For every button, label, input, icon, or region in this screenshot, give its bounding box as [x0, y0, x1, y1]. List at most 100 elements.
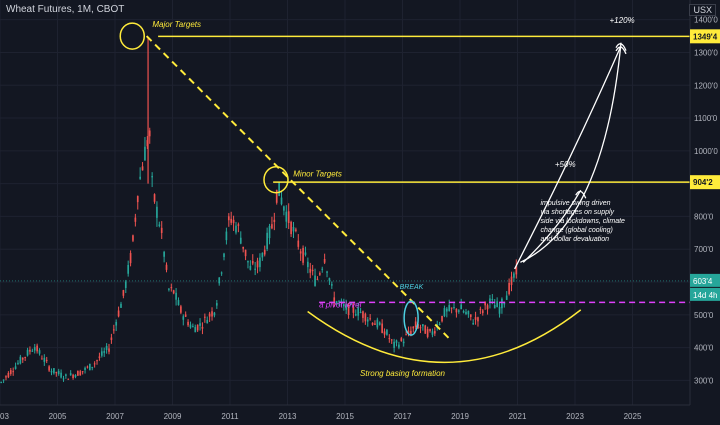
candle-body — [342, 304, 345, 307]
x-tick-label: 2017 — [394, 412, 412, 421]
candle-body — [112, 329, 115, 331]
candle-body — [472, 322, 475, 325]
candle-body — [338, 301, 340, 303]
candle-body — [462, 311, 465, 313]
candle-body — [24, 357, 26, 359]
candle-body — [273, 219, 276, 223]
projection-arrow-head — [615, 46, 627, 55]
candle-body — [29, 349, 31, 352]
candle-body — [192, 326, 194, 328]
candle-body — [445, 308, 448, 312]
candle-body — [364, 313, 367, 322]
candle-body — [407, 330, 410, 335]
candle-body — [503, 302, 506, 305]
candle-body — [374, 323, 376, 325]
candle-body — [62, 378, 65, 380]
candle-body — [510, 276, 513, 285]
candle-body — [50, 371, 53, 373]
candle-body — [323, 259, 326, 263]
candle-body — [14, 366, 17, 369]
candle-body — [129, 253, 132, 264]
candle-body — [132, 235, 134, 241]
last-price-label: 603'4 — [693, 277, 713, 286]
candle-body — [57, 370, 60, 375]
candle-body — [414, 321, 417, 328]
candle-body — [398, 344, 400, 348]
time-axis[interactable]: 2003 2005 2007 2009 2011 2013 2015 2017 2019 2021… — [0, 404, 690, 421]
candle-body — [139, 176, 141, 179]
symbol-title[interactable]: Wheat Futures, 1M, CBOT — [6, 4, 125, 15]
candle-body — [180, 306, 182, 313]
candle-body — [74, 374, 77, 378]
candle-body — [36, 345, 38, 352]
candle-body — [235, 225, 237, 233]
currency-badge[interactable]: USX — [689, 4, 716, 16]
candle-body — [434, 331, 436, 334]
candle-body — [165, 264, 168, 270]
candle-body — [412, 326, 415, 329]
candle-body — [93, 363, 96, 365]
candle-body — [41, 358, 43, 360]
candle-body — [201, 326, 204, 329]
candle-body — [189, 324, 192, 328]
candle-body — [225, 231, 228, 241]
level-price-badge — [690, 29, 720, 44]
candle-body — [388, 338, 391, 340]
candle-body — [386, 329, 388, 335]
candle-body — [335, 301, 338, 305]
annotation-label: +50% — [555, 160, 576, 169]
x-tick-label: 2003 — [0, 412, 9, 421]
candle-body — [347, 303, 350, 315]
x-tick-label: 2019 — [451, 412, 469, 421]
candle-body — [477, 317, 479, 322]
projection-arrow — [514, 45, 622, 270]
candle-body — [60, 372, 62, 378]
y-tick-label: 1300'0 — [694, 48, 718, 57]
candle-body — [72, 374, 74, 379]
candle-body — [330, 284, 333, 286]
candle-body — [259, 257, 261, 268]
candle-body — [278, 181, 280, 196]
candle-body — [96, 360, 98, 362]
projection-arrow — [522, 189, 582, 263]
candle-body — [254, 268, 256, 270]
candle-body — [31, 350, 34, 352]
candle-body — [369, 318, 371, 320]
annotation-label: +120% — [610, 16, 635, 25]
candle-body — [168, 288, 170, 290]
candle-body — [151, 176, 153, 178]
candle-body — [103, 351, 106, 353]
x-tick-label: 2021 — [509, 412, 527, 421]
note-line: and dollar devaluation — [541, 236, 610, 243]
candle-body — [290, 221, 292, 235]
highlight-circle — [403, 300, 419, 336]
candle-body — [249, 265, 252, 270]
candle-body — [450, 307, 453, 309]
candle-body — [158, 224, 161, 226]
candle-body — [55, 372, 58, 374]
candle-body — [53, 368, 55, 374]
candle-body — [19, 356, 22, 364]
candle-body — [292, 226, 295, 232]
candle-body — [163, 251, 165, 257]
candle-body — [127, 264, 130, 274]
candle-body — [280, 197, 283, 205]
candle-body — [366, 319, 369, 322]
candle-body — [0, 381, 3, 383]
candle-body — [371, 322, 374, 325]
candle-body — [89, 363, 91, 371]
candle-body — [124, 281, 127, 288]
candle-body — [9, 370, 12, 374]
candle-body — [184, 314, 187, 317]
candle-body — [230, 218, 233, 223]
price-axis[interactable]: 300'0400'0500'0600'0700'0800'0900'01000'… — [689, 0, 720, 405]
candle-body — [469, 314, 472, 317]
candle-body — [275, 189, 278, 203]
candle-body — [134, 217, 137, 222]
highlight-circle — [119, 22, 145, 50]
highlight-circle — [263, 165, 289, 194]
candle-body — [383, 331, 386, 335]
candle-body — [376, 319, 379, 328]
candle-body — [405, 334, 407, 336]
down-trendline — [145, 35, 450, 339]
